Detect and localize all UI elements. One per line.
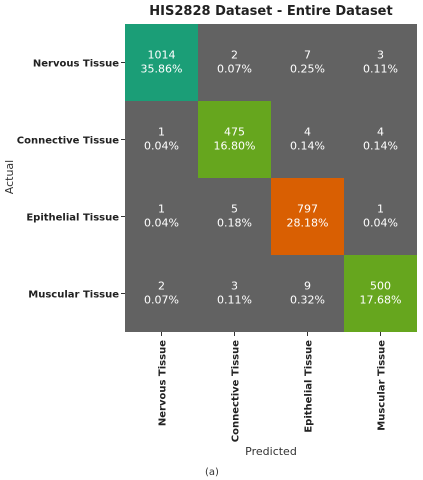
cell-count-r2-c0: 1 — [158, 203, 165, 216]
figure-caption: (a) — [205, 467, 219, 478]
cell-percent-r1-c0: 0.04% — [144, 140, 179, 153]
cell-percent-r0-c3: 0.11% — [363, 63, 398, 76]
col-label-epithelial-tissue: Epithelial Tissue — [304, 340, 315, 433]
cell-r0-c2 — [271, 24, 344, 101]
cell-r1-c0 — [125, 101, 198, 178]
cell-percent-r0-c0: 35.86% — [141, 63, 183, 76]
cell-percent-r1-c1: 16.80% — [214, 140, 256, 153]
matrix-cells: 101435.86%20.07%70.25%30.11%10.04%47516.… — [125, 24, 417, 332]
chart-title: HIS2828 Dataset - Entire Dataset — [149, 4, 392, 19]
cell-r2-c1 — [198, 178, 271, 255]
cell-count-r1-c3: 4 — [377, 126, 384, 139]
cell-count-r1-c0: 1 — [158, 126, 165, 139]
y-axis-label: Actual — [3, 160, 16, 194]
cell-r3-c0 — [125, 255, 198, 332]
cell-percent-r3-c2: 0.32% — [290, 294, 325, 307]
cell-count-r1-c2: 4 — [304, 126, 311, 139]
cell-percent-r3-c3: 17.68% — [360, 294, 402, 307]
cell-count-r0-c0: 1014 — [148, 49, 176, 62]
cell-count-r0-c1: 2 — [231, 49, 238, 62]
cell-count-r3-c0: 2 — [158, 280, 165, 293]
cell-count-r0-c2: 7 — [304, 49, 311, 62]
cell-count-r2-c2: 797 — [297, 203, 318, 216]
cell-percent-r0-c2: 0.25% — [290, 63, 325, 76]
row-label-muscular-tissue: Muscular Tissue — [28, 290, 119, 301]
cell-percent-r3-c1: 0.11% — [217, 294, 252, 307]
row-tick-labels: Nervous Tissue Connective Tissue Epithelia… — [17, 59, 125, 301]
cell-r2-c0 — [125, 178, 198, 255]
cell-count-r2-c1: 5 — [231, 203, 238, 216]
cell-r0-c3 — [344, 24, 417, 101]
col-label-nervous-tissue: Nervous Tissue — [158, 340, 169, 426]
cell-count-r1-c1: 475 — [224, 126, 245, 139]
cell-percent-r2-c0: 0.04% — [144, 217, 179, 230]
col-label-muscular-tissue: Muscular Tissue — [377, 340, 388, 431]
cell-r3-c2 — [271, 255, 344, 332]
cell-percent-r1-c2: 0.14% — [290, 140, 325, 153]
cell-r2-c2 — [271, 178, 344, 255]
cell-count-r3-c2: 9 — [304, 280, 311, 293]
cell-percent-r2-c2: 28.18% — [287, 217, 329, 230]
cell-percent-r2-c3: 0.04% — [363, 217, 398, 230]
cell-count-r3-c3: 500 — [370, 280, 391, 293]
col-label-connective-tissue: Connective Tissue — [231, 340, 242, 442]
cell-r0-c1 — [198, 24, 271, 101]
cell-r2-c3 — [344, 178, 417, 255]
x-axis-label: Predicted — [245, 445, 297, 458]
cell-r1-c2 — [271, 101, 344, 178]
cell-percent-r3-c0: 0.07% — [144, 294, 179, 307]
column-tick-labels: Nervous Tissue Connective Tissue Epithelia… — [158, 332, 388, 442]
cell-percent-r2-c1: 0.18% — [217, 217, 252, 230]
row-label-connective-tissue: Connective Tissue — [17, 136, 119, 147]
row-label-nervous-tissue: Nervous Tissue — [33, 59, 119, 70]
cell-percent-r0-c1: 0.07% — [217, 63, 252, 76]
cell-r1-c3 — [344, 101, 417, 178]
row-label-epithelial-tissue: Epithelial Tissue — [26, 213, 119, 224]
cell-r0-c0 — [125, 24, 198, 101]
cell-count-r3-c1: 3 — [231, 280, 238, 293]
cell-r3-c1 — [198, 255, 271, 332]
cell-r1-c1 — [198, 101, 271, 178]
cell-count-r0-c3: 3 — [377, 49, 384, 62]
cell-r3-c3 — [344, 255, 417, 332]
cell-count-r2-c3: 1 — [377, 203, 384, 216]
cell-percent-r1-c3: 0.14% — [363, 140, 398, 153]
